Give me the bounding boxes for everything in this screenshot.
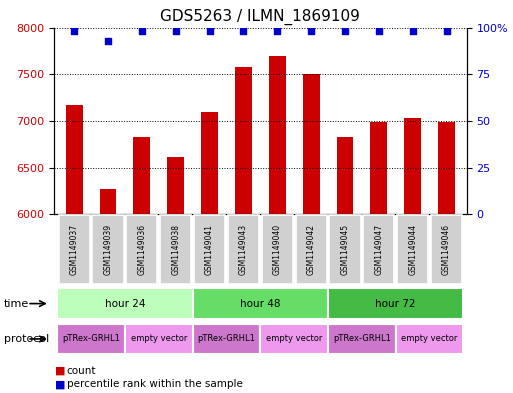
Text: pTRex-GRHL1: pTRex-GRHL1: [198, 334, 255, 343]
Bar: [337, 137, 353, 214]
Text: count: count: [67, 366, 96, 376]
Bar: [303, 74, 320, 214]
Point: [206, 28, 214, 35]
FancyBboxPatch shape: [125, 323, 193, 354]
Text: GSM1149036: GSM1149036: [137, 224, 146, 275]
Text: hour 72: hour 72: [376, 299, 416, 309]
Text: protocol: protocol: [4, 334, 49, 344]
Bar: [370, 122, 387, 214]
Point: [70, 28, 78, 35]
Text: percentile rank within the sample: percentile rank within the sample: [67, 379, 243, 389]
Point: [104, 37, 112, 44]
Text: GSM1149045: GSM1149045: [341, 224, 349, 275]
FancyBboxPatch shape: [328, 323, 396, 354]
Text: GSM1149039: GSM1149039: [104, 224, 112, 275]
Text: GSM1149041: GSM1149041: [205, 224, 214, 275]
Bar: [66, 105, 83, 214]
Point: [408, 28, 417, 35]
Text: GSM1149040: GSM1149040: [273, 224, 282, 275]
FancyBboxPatch shape: [328, 288, 463, 319]
Text: pTRex-GRHL1: pTRex-GRHL1: [333, 334, 391, 343]
Point: [172, 28, 180, 35]
Bar: [201, 112, 218, 214]
Text: pTRex-GRHL1: pTRex-GRHL1: [62, 334, 120, 343]
Point: [307, 28, 315, 35]
Text: empty vector: empty vector: [266, 334, 322, 343]
FancyBboxPatch shape: [295, 215, 327, 284]
FancyBboxPatch shape: [58, 215, 90, 284]
Bar: [404, 118, 421, 214]
FancyBboxPatch shape: [396, 323, 463, 354]
Point: [240, 28, 248, 35]
Point: [273, 28, 281, 35]
Bar: [100, 189, 116, 214]
FancyBboxPatch shape: [57, 323, 125, 354]
FancyBboxPatch shape: [363, 215, 394, 284]
FancyBboxPatch shape: [126, 215, 157, 284]
Text: GSM1149042: GSM1149042: [307, 224, 315, 275]
Text: GSM1149038: GSM1149038: [171, 224, 180, 275]
Bar: [235, 67, 252, 214]
Text: hour 48: hour 48: [240, 299, 281, 309]
FancyBboxPatch shape: [193, 288, 328, 319]
Bar: [133, 137, 150, 214]
Text: empty vector: empty vector: [131, 334, 187, 343]
FancyBboxPatch shape: [228, 215, 259, 284]
Text: GSM1149046: GSM1149046: [442, 224, 451, 275]
FancyBboxPatch shape: [262, 215, 293, 284]
Text: GSM1149037: GSM1149037: [70, 224, 78, 275]
FancyBboxPatch shape: [194, 215, 225, 284]
Text: hour 24: hour 24: [105, 299, 145, 309]
FancyBboxPatch shape: [92, 215, 124, 284]
Point: [374, 28, 383, 35]
Bar: [269, 55, 286, 214]
Text: time: time: [4, 299, 29, 309]
Point: [138, 28, 146, 35]
Text: ■: ■: [55, 379, 66, 389]
FancyBboxPatch shape: [193, 323, 261, 354]
FancyBboxPatch shape: [431, 215, 462, 284]
Text: GSM1149044: GSM1149044: [408, 224, 417, 275]
FancyBboxPatch shape: [329, 215, 361, 284]
Point: [442, 28, 450, 35]
Text: GSM1149047: GSM1149047: [374, 224, 383, 275]
Text: ■: ■: [55, 366, 66, 376]
FancyBboxPatch shape: [57, 288, 193, 319]
FancyBboxPatch shape: [397, 215, 428, 284]
FancyBboxPatch shape: [261, 323, 328, 354]
Title: GDS5263 / ILMN_1869109: GDS5263 / ILMN_1869109: [161, 9, 360, 25]
Text: GSM1149043: GSM1149043: [239, 224, 248, 275]
Point: [341, 28, 349, 35]
Text: empty vector: empty vector: [401, 334, 458, 343]
FancyBboxPatch shape: [160, 215, 191, 284]
Bar: [167, 157, 184, 214]
Bar: [438, 122, 455, 214]
